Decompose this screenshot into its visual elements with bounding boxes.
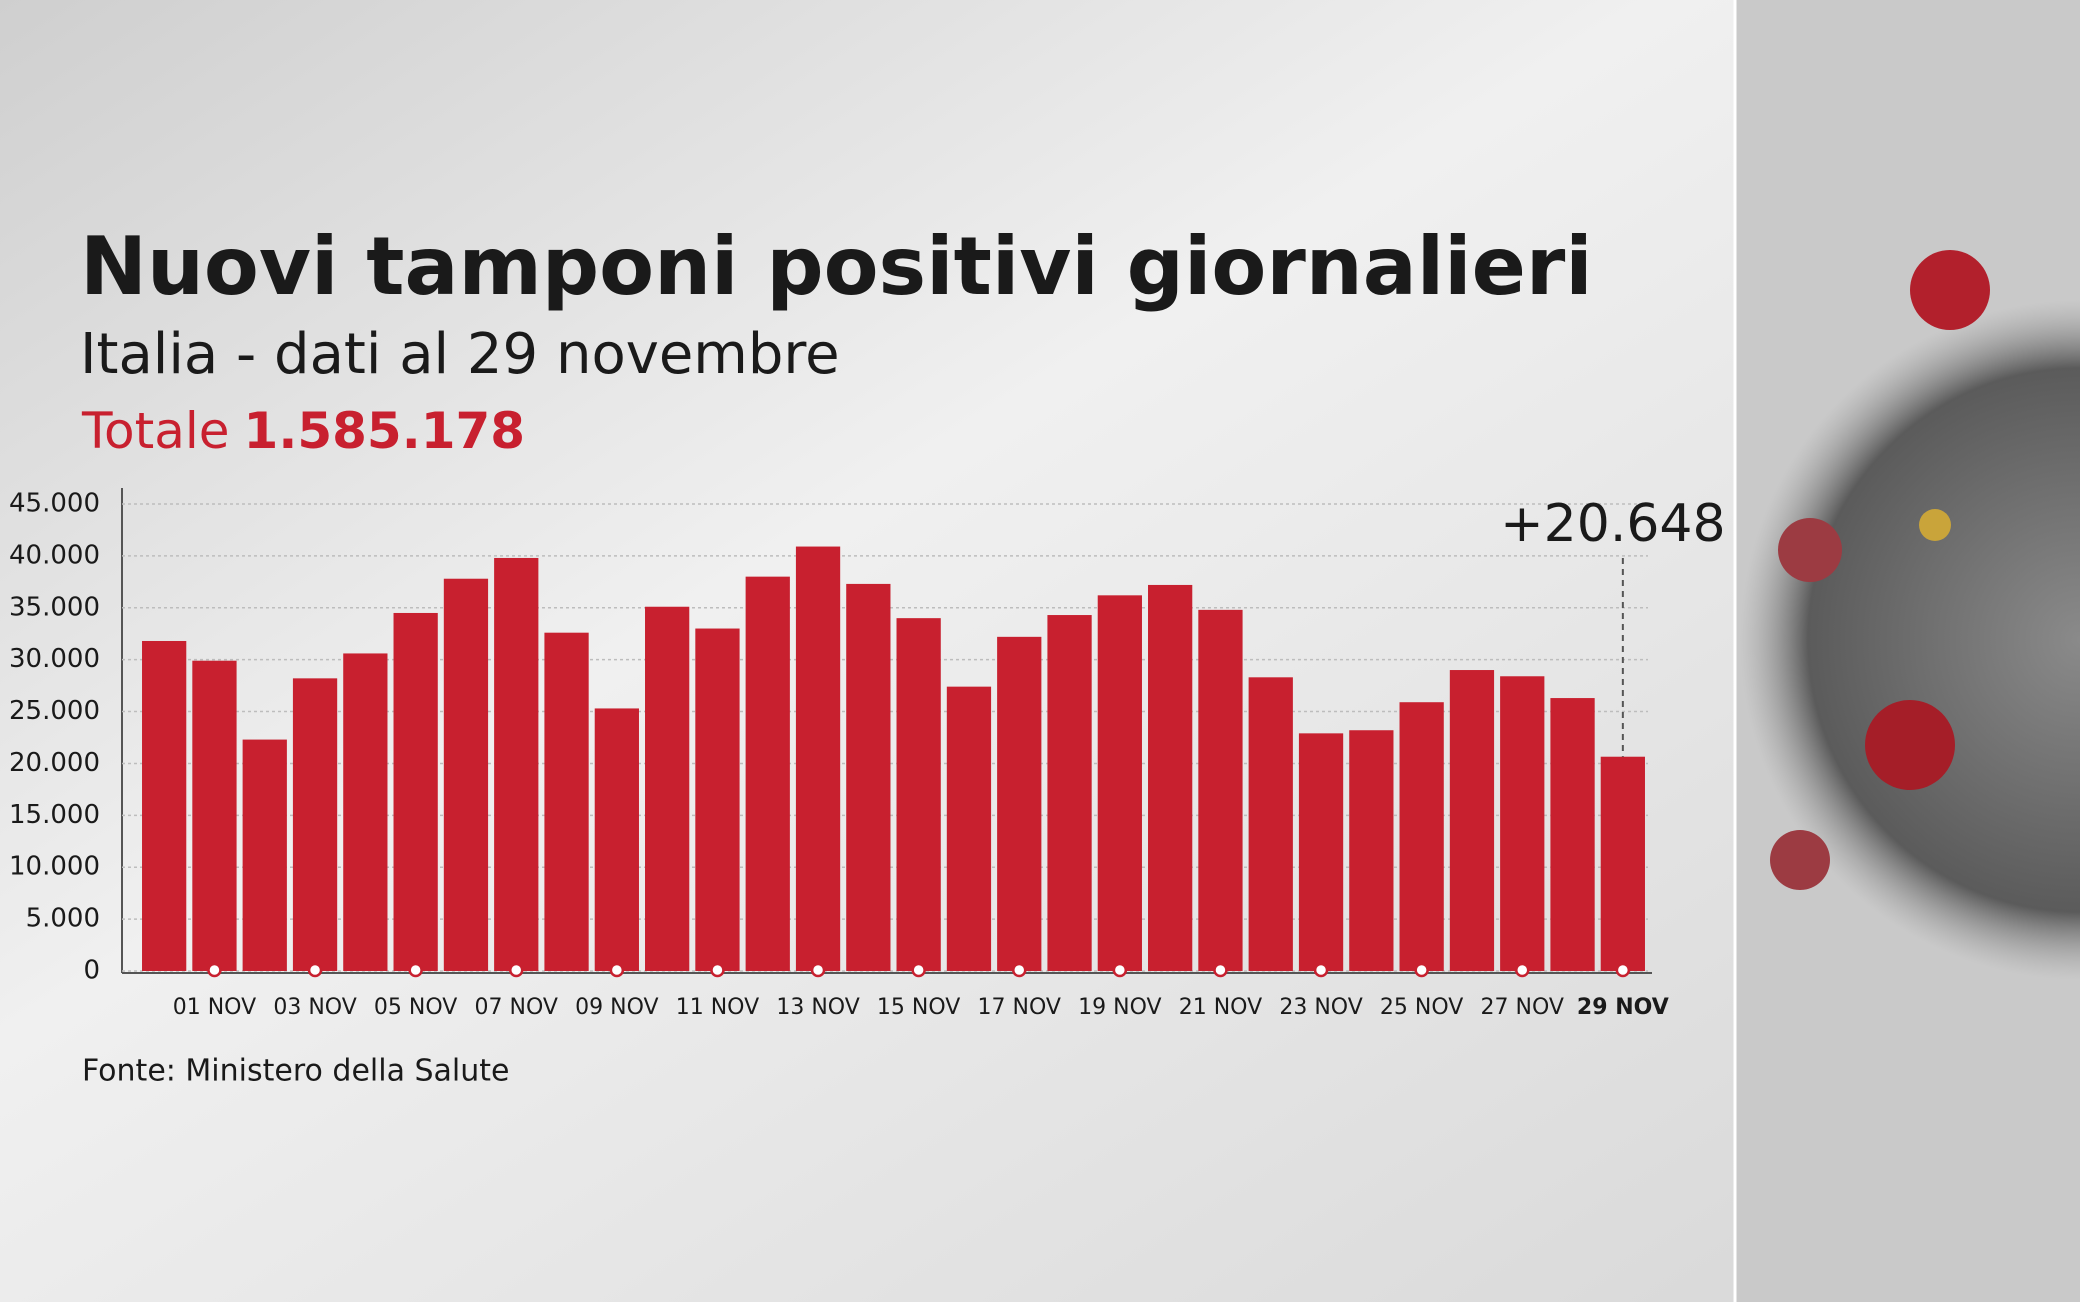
bar: [946, 686, 992, 971]
day-marker: [911, 962, 926, 978]
y-tick-label: 5.000: [26, 904, 100, 934]
bar: [896, 618, 941, 971]
bar: [343, 653, 388, 971]
x-tick-label: 29 NOV: [1577, 995, 1669, 1020]
x-tick-label: 03 NOV: [273, 995, 356, 1020]
bar: [1399, 702, 1444, 971]
annotation: +20.648: [1500, 494, 1726, 554]
chart-subtitle: Italia - dati al 29 novembre: [80, 322, 840, 387]
bar: [544, 632, 589, 971]
total-label: Totale: [81, 402, 230, 460]
virus-spike: [1865, 700, 1955, 790]
total: Totale 1.585.178: [81, 402, 525, 460]
day-marker: [307, 962, 323, 978]
bar: [393, 612, 438, 971]
day-marker: [609, 962, 625, 978]
y-tick-label: 40.000: [9, 540, 100, 570]
y-tick-label: 10.000: [9, 852, 100, 882]
bar: [443, 578, 489, 971]
x-tick-label: 13 NOV: [776, 995, 859, 1020]
y-tick-label: 15.000: [9, 800, 100, 830]
bar: [1248, 677, 1293, 971]
bar: [997, 636, 1042, 971]
bar: [846, 583, 891, 971]
bar: [1500, 676, 1545, 971]
day-marker: [1112, 962, 1128, 978]
x-tick-label: 19 NOV: [1078, 995, 1161, 1020]
bar: [494, 557, 539, 971]
x-tick-label: 09 NOV: [575, 995, 658, 1020]
total-value: 1.585.178: [244, 402, 526, 460]
virus-spike: [1919, 509, 1951, 541]
bar: [695, 628, 740, 971]
day-marker: [1012, 962, 1027, 978]
bar: [1148, 584, 1193, 971]
bar: [1600, 756, 1645, 971]
y-tick-label: 0: [83, 956, 100, 986]
bar: [192, 660, 237, 971]
x-tick-label: 01 NOV: [173, 995, 256, 1020]
bar: [242, 739, 287, 971]
bar: [1349, 730, 1394, 971]
bar: [1047, 615, 1092, 971]
bar: [594, 708, 639, 971]
x-tick-label: 11 NOV: [676, 995, 759, 1020]
x-tick-label: 07 NOV: [475, 995, 558, 1020]
y-tick-label: 25.000: [9, 696, 100, 726]
bar: [1449, 670, 1495, 971]
bar: [745, 576, 790, 971]
x-tick-label: 15 NOV: [877, 995, 960, 1020]
day-marker: [1615, 962, 1631, 978]
virus-spike: [1770, 830, 1830, 890]
virus-image: [1740, 300, 2080, 980]
day-marker: [509, 962, 524, 978]
day-marker: [207, 962, 222, 978]
source: Fonte: Ministero della Salute: [82, 1054, 510, 1089]
virus-spike: [1778, 518, 1842, 582]
x-tick-label: 27 NOV: [1481, 995, 1564, 1020]
day-marker: [810, 962, 826, 978]
bar: [1550, 698, 1595, 971]
y-tick-label: 30.000: [9, 644, 100, 674]
day-marker: [1313, 962, 1329, 978]
chart-title: Nuovi tamponi positivi giornalieri: [80, 220, 1593, 313]
y-tick-label: 35.000: [9, 592, 100, 622]
x-tick-label: 17 NOV: [978, 995, 1061, 1020]
bar: [1298, 733, 1344, 971]
bar: [645, 606, 690, 971]
x-tick-label: 21 NOV: [1179, 995, 1262, 1020]
y-tick-label: 45.000: [9, 489, 100, 519]
day-marker: [710, 962, 725, 978]
bar: [142, 640, 187, 971]
x-tick-label: 05 NOV: [374, 995, 457, 1020]
bar: [1198, 609, 1243, 971]
bar: [292, 678, 338, 971]
day-marker: [1414, 962, 1429, 978]
x-tick-label: 23 NOV: [1279, 995, 1362, 1020]
bar: [795, 546, 841, 971]
y-tick-label: 20.000: [9, 748, 100, 778]
day-marker: [408, 962, 423, 978]
bar: [1097, 595, 1142, 971]
virus-spike: [1910, 250, 1990, 330]
day-marker: [1213, 962, 1228, 978]
day-marker: [1515, 962, 1530, 978]
x-tick-label: 25 NOV: [1380, 995, 1463, 1020]
